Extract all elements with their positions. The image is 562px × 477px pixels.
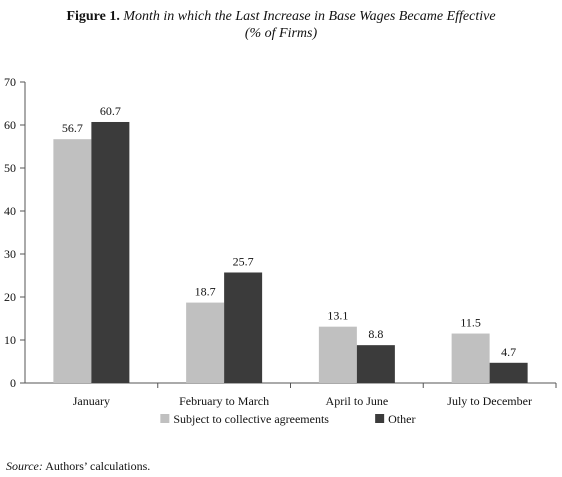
data-label: 11.5	[460, 316, 481, 330]
legend-label: Subject to collective agreements	[173, 412, 329, 426]
data-label: 60.7	[100, 104, 121, 118]
legend-label: Other	[388, 412, 415, 426]
bar	[224, 272, 263, 383]
data-label: 56.7	[62, 121, 83, 135]
x-category-label: July to December	[447, 394, 532, 408]
bar	[489, 362, 528, 383]
legend-swatch	[160, 414, 170, 423]
y-tick-label: 0	[10, 376, 16, 390]
bar-chart: 0 10 20 30 40 50 60 70 56.7 60.7 January 18.7 25.7 Fe…	[4, 75, 557, 426]
bar	[53, 139, 92, 383]
bar	[318, 326, 357, 383]
bar	[451, 333, 490, 383]
source-label: Source:	[6, 459, 43, 473]
bar	[91, 121, 130, 384]
data-label: 25.7	[233, 254, 254, 268]
y-tick-label: 50	[4, 161, 16, 175]
bar	[356, 345, 395, 383]
x-category-label: February to March	[179, 394, 269, 408]
data-label: 13.1	[327, 309, 348, 323]
figure-title: Figure 1. Month in which the Last Increa…	[0, 9, 562, 25]
y-tick-label: 20	[4, 290, 16, 304]
y-tick-label: 10	[4, 333, 16, 347]
source-text: Authors’ calculations.	[45, 459, 151, 473]
x-category-label: January	[73, 394, 110, 408]
bar	[186, 302, 225, 383]
data-label: 4.7	[501, 345, 516, 359]
y-tick-label: 40	[4, 204, 16, 218]
x-category-label: April to June	[326, 394, 389, 408]
figure-label: Figure 1.	[66, 9, 120, 24]
y-tick-label: 70	[4, 75, 16, 89]
data-label: 8.8	[368, 327, 383, 341]
figure-title-text: Month in which the Last Increase in Base…	[123, 9, 496, 24]
source-note: Source: Authors’ calculations.	[6, 459, 150, 473]
legend-swatch	[375, 414, 385, 423]
y-tick-label: 30	[4, 247, 16, 261]
figure-subtitle: (% of Firms)	[244, 26, 318, 41]
y-tick-label: 60	[4, 118, 16, 132]
data-label: 18.7	[195, 285, 216, 299]
